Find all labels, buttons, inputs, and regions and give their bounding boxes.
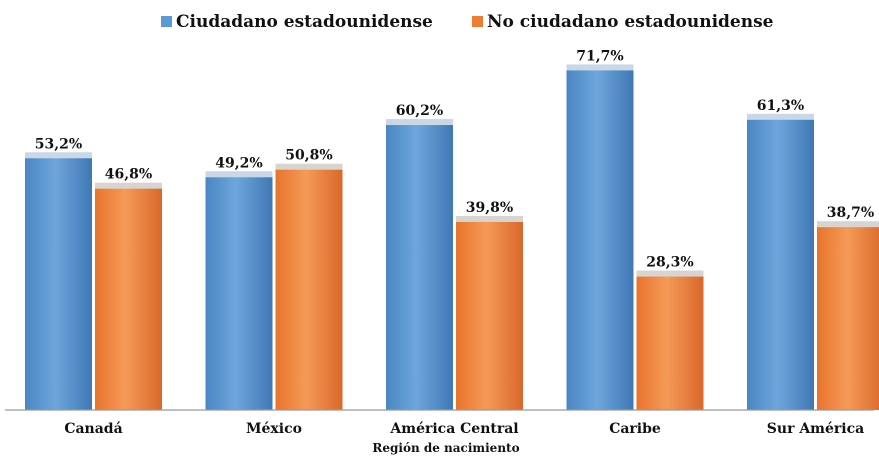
legend-swatch-series-1 <box>472 16 483 27</box>
bar-no-ciudadano-1 <box>275 168 343 410</box>
bar-no-ciudadano-2 <box>456 220 523 410</box>
data-label-1-1: 50,8% <box>285 148 332 164</box>
bar-ciudadano-4 <box>747 118 814 410</box>
legend-swatch-series-0 <box>161 16 172 27</box>
x-tick-label-2: América Central <box>389 421 518 437</box>
bar-no-ciudadano-0 <box>95 187 162 410</box>
bars-group <box>25 64 879 411</box>
bar-cap-1-0 <box>95 182 162 189</box>
bar-cap-1-3 <box>636 270 704 277</box>
data-label-0-2: 60,2% <box>396 103 443 119</box>
x-tick-label-1: México <box>246 421 302 437</box>
data-label-1-4: 38,7% <box>827 205 874 221</box>
legend-label-series-0: Ciudadano estadounidense <box>176 12 433 32</box>
bar-cap-0-2 <box>386 119 453 126</box>
bar-cap-1-2 <box>456 215 523 222</box>
bar-cap-1-1 <box>275 163 343 170</box>
bar-ciudadano-0 <box>25 157 92 410</box>
legend: Ciudadano estadounidense No ciudadano es… <box>161 12 774 32</box>
data-labels-group: 53,2% 46,8% 49,2% 50,8% 60,2% 39,8% 71,7% 28,3%… <box>35 48 874 270</box>
bar-ciudadano-3 <box>566 69 634 411</box>
legend-label-series-1: No ciudadano estadounidense <box>487 12 774 32</box>
x-tick-label-0: Canadá <box>64 421 122 437</box>
data-label-1-2: 39,8% <box>466 200 513 216</box>
bar-no-ciudadano-4 <box>817 226 879 410</box>
bar-no-ciudadano-3 <box>636 275 704 410</box>
data-label-0-3: 71,7% <box>576 48 623 64</box>
data-label-0-1: 49,2% <box>215 155 262 171</box>
x-axis-title: Región de nacimiento <box>372 441 519 455</box>
bar-ciudadano-1 <box>205 176 273 410</box>
bar-cap-0-3 <box>566 64 634 71</box>
bar-ciudadano-2 <box>386 124 453 411</box>
x-tick-label-3: Caribe <box>609 421 661 437</box>
bar-cap-1-4 <box>817 221 879 228</box>
bar-cap-0-4 <box>747 113 814 120</box>
bar-cap-0-0 <box>25 152 92 159</box>
bar-cap-0-1 <box>205 171 273 178</box>
data-label-0-0: 53,2% <box>35 136 82 152</box>
x-tick-labels: Canadá México América Central Caribe Sur Amé… <box>64 421 864 437</box>
data-label-1-3: 28,3% <box>646 255 693 271</box>
data-label-1-0: 46,8% <box>105 167 152 183</box>
x-tick-label-4: Sur América <box>767 421 864 437</box>
data-label-0-4: 61,3% <box>757 98 804 114</box>
